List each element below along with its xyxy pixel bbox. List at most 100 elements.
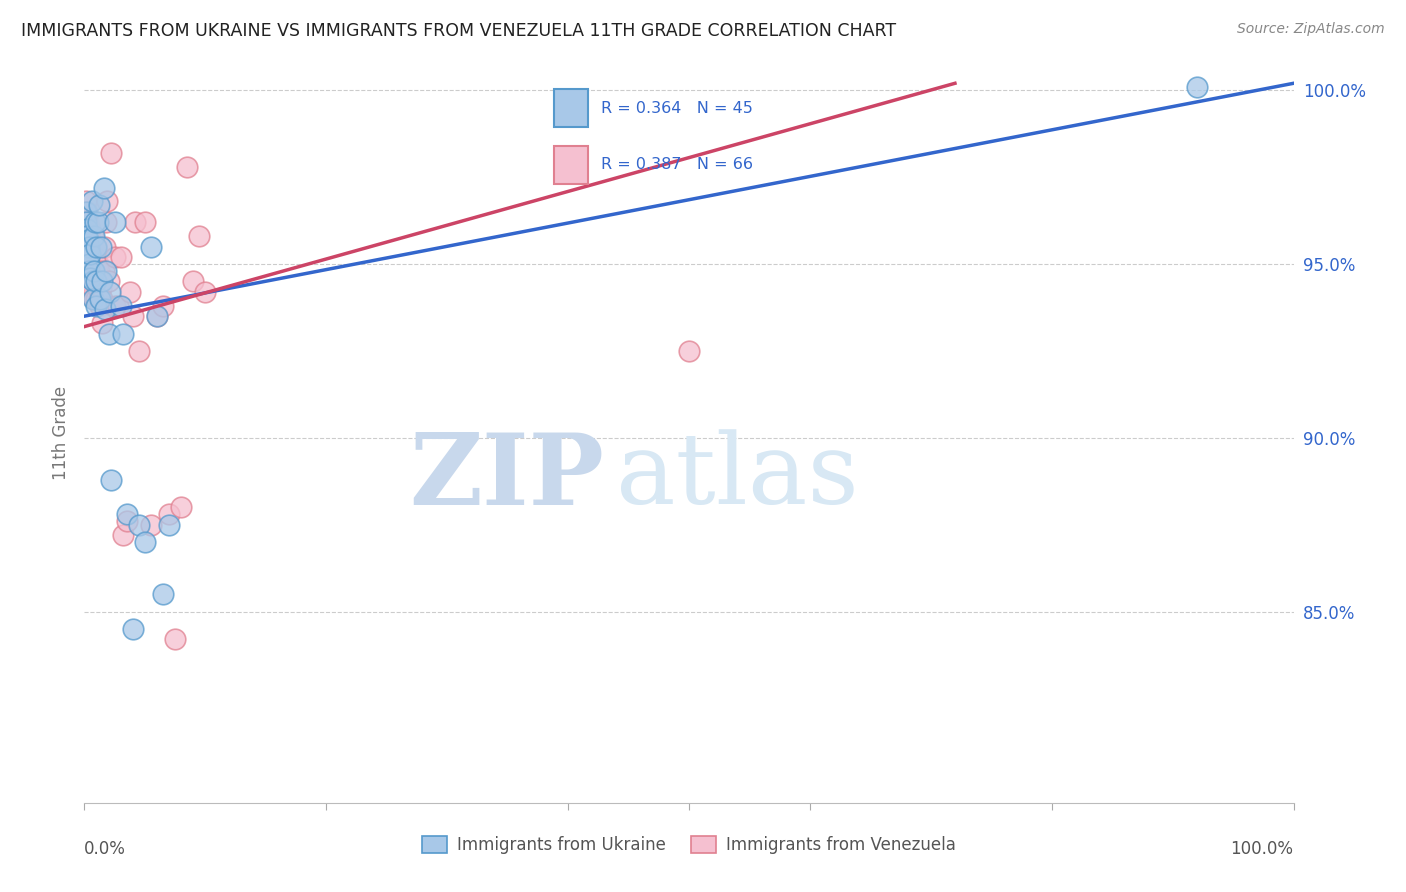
Point [76, 205, 98, 219]
Point [87, 264, 110, 278]
Point [89, 292, 111, 306]
Point [94, 302, 117, 317]
Point [76, 229, 98, 244]
Point [96, 194, 118, 209]
Point [83, 292, 105, 306]
Point [678, 343, 700, 358]
Point [104, 215, 127, 229]
Point [84, 215, 107, 229]
Point [87, 292, 110, 306]
Point [75, 205, 97, 219]
Point [176, 160, 198, 174]
Point [98, 285, 121, 299]
Point [80, 264, 103, 278]
Point [120, 285, 142, 299]
Point [91, 274, 114, 288]
Point [77, 215, 100, 229]
Point [82, 229, 104, 244]
Point [110, 299, 132, 313]
Point [100, 473, 122, 487]
Point [194, 285, 217, 299]
Point [76, 240, 98, 254]
Point [86, 299, 108, 313]
Point [77, 250, 100, 264]
Point [75, 211, 97, 226]
Point [76, 229, 98, 244]
Point [181, 274, 204, 288]
Point [115, 514, 138, 528]
Point [77, 257, 100, 271]
Text: IMMIGRANTS FROM UKRAINE VS IMMIGRANTS FROM VENEZUELA 11TH GRADE CORRELATION CHAR: IMMIGRANTS FROM UKRAINE VS IMMIGRANTS FR… [21, 22, 896, 40]
Point [90, 281, 112, 295]
Point [157, 508, 180, 522]
Y-axis label: 11th Grade: 11th Grade [52, 385, 70, 480]
Point [93, 264, 115, 278]
Point [134, 535, 156, 549]
Point [89, 274, 111, 288]
Point [93, 180, 115, 194]
Point [94, 264, 117, 278]
Text: ZIP: ZIP [409, 428, 605, 525]
Text: 100.0%: 100.0% [1230, 840, 1294, 858]
Point [134, 215, 156, 229]
Point [94, 240, 117, 254]
Point [86, 215, 108, 229]
Point [170, 500, 193, 515]
Point [77, 264, 100, 278]
Point [188, 229, 211, 244]
Point [76, 250, 98, 264]
Point [165, 632, 187, 647]
Point [139, 517, 162, 532]
Legend: Immigrants from Ukraine, Immigrants from Venezuela: Immigrants from Ukraine, Immigrants from… [415, 830, 963, 861]
Point [97, 326, 120, 341]
Text: atlas: atlas [616, 429, 859, 524]
Point [157, 517, 180, 532]
Point [86, 274, 108, 288]
Text: Source: ZipAtlas.com: Source: ZipAtlas.com [1237, 22, 1385, 37]
Point [121, 622, 143, 636]
Point [83, 229, 105, 244]
Point [83, 240, 105, 254]
Point [84, 274, 107, 288]
Point [100, 145, 122, 160]
Point [86, 281, 108, 295]
Point [77, 274, 100, 288]
Point [75, 194, 97, 209]
Point [152, 587, 174, 601]
Point [87, 198, 110, 212]
Point [80, 194, 103, 209]
Point [104, 250, 127, 264]
Point [97, 274, 120, 288]
Point [1185, 79, 1208, 94]
Point [86, 240, 108, 254]
Point [104, 299, 127, 313]
Point [75, 240, 97, 254]
Point [94, 215, 117, 229]
Point [128, 517, 150, 532]
Point [79, 222, 101, 236]
Point [90, 240, 112, 254]
Point [124, 215, 146, 229]
Point [86, 240, 108, 254]
Point [75, 215, 97, 229]
Point [112, 528, 135, 542]
Point [82, 281, 104, 295]
Point [83, 264, 105, 278]
Point [79, 250, 101, 264]
Point [86, 257, 108, 271]
Point [112, 326, 135, 341]
Point [84, 250, 107, 264]
Point [80, 240, 103, 254]
Point [146, 309, 169, 323]
Point [91, 316, 114, 330]
Point [82, 274, 104, 288]
Point [91, 292, 114, 306]
Point [128, 343, 150, 358]
Point [75, 229, 97, 244]
Point [86, 292, 108, 306]
Point [146, 309, 169, 323]
Point [115, 508, 138, 522]
Point [89, 299, 111, 313]
Point [75, 229, 97, 244]
Point [79, 246, 101, 260]
